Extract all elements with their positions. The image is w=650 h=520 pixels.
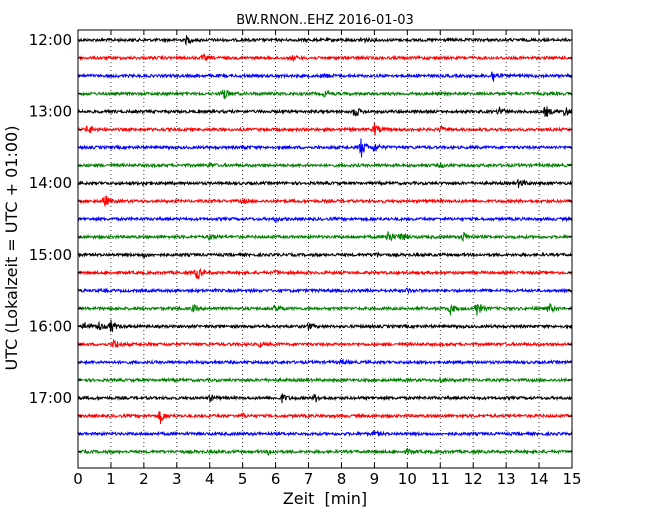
chart-title: BW.RNON..EHZ 2016-01-03	[236, 13, 414, 28]
x-tick-label-13: 13	[497, 470, 516, 488]
x-tick-label-4: 4	[205, 470, 215, 488]
x-tick-label-11: 11	[431, 470, 450, 488]
x-tick-label-9: 9	[370, 470, 380, 488]
trace-1500	[77, 251, 573, 259]
y-tick-label-1300: 13:00	[29, 103, 72, 121]
y-tick-label-1600: 16:00	[29, 317, 72, 335]
x-tick-label-7: 7	[304, 470, 314, 488]
trace-1630	[77, 358, 573, 366]
trace-1715	[77, 411, 573, 424]
y-axis-label: UTC (Lokalzeit = UTC + 01:00)	[2, 126, 21, 371]
plot-frame	[77, 29, 573, 469]
trace-1230	[77, 71, 573, 82]
y-tick-label-1700: 17:00	[29, 389, 72, 407]
trace-1200	[77, 35, 573, 47]
x-tick-label-5: 5	[238, 470, 248, 488]
x-tick-label-10: 10	[398, 470, 417, 488]
trace-1215	[77, 53, 573, 63]
x-axis: 0 1 2 3 4 5 6 7 8 9 10 11 12 13 14 15	[73, 30, 582, 488]
x-tick-label-3: 3	[172, 470, 182, 488]
trace-1400	[77, 178, 573, 188]
trace-1745	[77, 448, 573, 456]
trace-1615	[77, 338, 573, 349]
x-axis-label: Zeit [min]	[283, 489, 367, 508]
x-tick-label-14: 14	[530, 470, 549, 488]
x-tick-label-2: 2	[139, 470, 149, 488]
x-tick-label-0: 0	[73, 470, 83, 488]
y-tick-label-1200: 12:00	[29, 31, 72, 49]
trace-1515	[77, 267, 573, 280]
trace-1600	[77, 319, 573, 333]
traces-group	[77, 35, 573, 456]
trace-1415	[77, 195, 573, 208]
trace-1315	[77, 122, 573, 136]
x-tick-label-8: 8	[337, 470, 347, 488]
x-tick-label-1: 1	[106, 470, 116, 488]
y-axis: 12:00 13:00 14:00 15:00 16:00 17:00	[29, 31, 572, 453]
y-tick-label-1400: 14:00	[29, 174, 72, 192]
trace-1445	[77, 231, 573, 243]
x-tick-label-6: 6	[271, 470, 281, 488]
x-tick-label-15: 15	[562, 470, 581, 488]
trace-1700	[77, 392, 573, 404]
trace-1300	[77, 106, 573, 117]
trace-1430	[77, 215, 573, 224]
x-tick-label-12: 12	[464, 470, 483, 488]
trace-1530	[77, 287, 573, 295]
trace-1545	[77, 303, 573, 316]
y-tick-label-1500: 15:00	[29, 246, 72, 264]
trace-1345	[77, 161, 573, 169]
trace-1645	[77, 376, 573, 384]
trace-1730	[77, 430, 573, 438]
trace-1330	[77, 138, 573, 158]
trace-1245	[77, 89, 573, 100]
